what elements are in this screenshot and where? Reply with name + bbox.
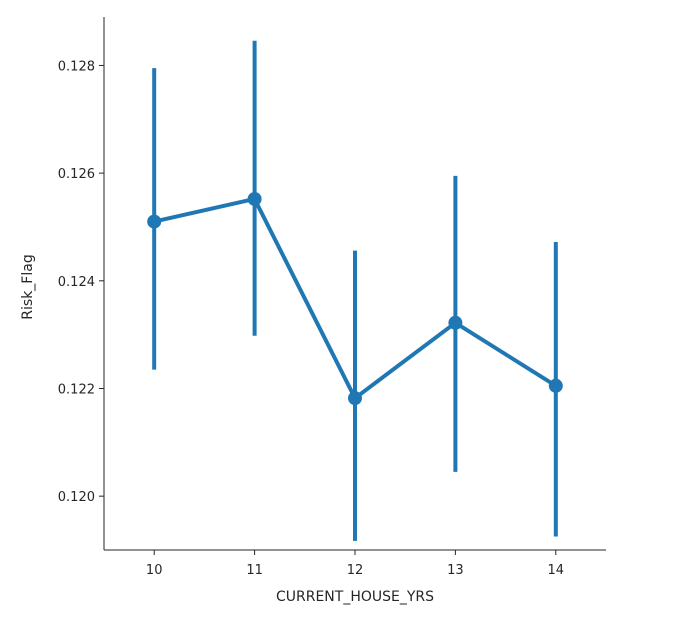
y-tick-label: 0.122: [58, 382, 95, 397]
data-point: [247, 191, 262, 206]
x-tick-label: 10: [146, 563, 163, 578]
data-point: [147, 214, 162, 229]
x-tick-label: 12: [347, 563, 364, 578]
y-axis-label: Risk_Flag: [20, 254, 36, 319]
x-tick-label: 11: [246, 563, 263, 578]
data-point: [548, 378, 563, 393]
y-tick-label: 0.124: [58, 275, 95, 290]
data-points: [147, 191, 563, 406]
x-axis-label: CURRENT_HOUSE_YRS: [276, 589, 434, 605]
y-tick-label: 0.128: [58, 59, 95, 74]
y-tick-label: 0.126: [58, 167, 95, 182]
y-tick-label: 0.120: [58, 490, 95, 505]
y-axis-ticks: 0.120 0.122 0.124 0.126 0.128: [58, 59, 104, 505]
x-tick-label: 14: [548, 563, 565, 578]
data-point: [448, 315, 463, 330]
error-bars: [152, 40, 558, 541]
x-tick-label: 13: [447, 563, 464, 578]
x-axis-ticks: 10 11 12 13 14: [146, 550, 564, 578]
data-point: [348, 391, 362, 406]
